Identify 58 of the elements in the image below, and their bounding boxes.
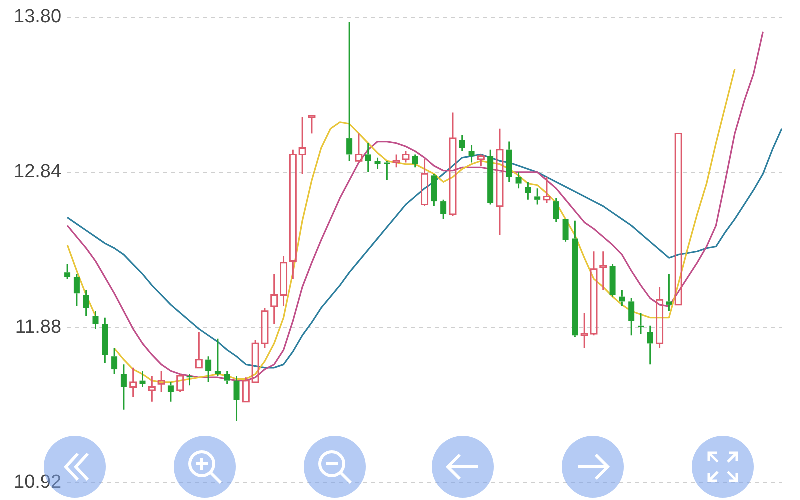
candlestick — [270, 273, 278, 326]
candlestick — [543, 176, 551, 204]
candlestick — [92, 310, 99, 330]
candlestick — [562, 219, 569, 243]
candlestick — [298, 116, 306, 175]
candlestick — [112, 348, 118, 376]
candlestick — [488, 149, 494, 206]
candlestick — [74, 273, 80, 308]
candlestick — [130, 367, 138, 398]
y-tick-label: 13.80 — [14, 6, 62, 28]
candlestick — [619, 290, 626, 308]
candlestick — [224, 370, 230, 385]
candlestick — [168, 382, 174, 403]
candlestick — [186, 374, 193, 386]
candlestick — [195, 332, 203, 369]
candlestick — [148, 375, 156, 403]
candlestick — [666, 273, 672, 312]
candlestick — [534, 188, 541, 206]
candlestick — [496, 128, 504, 236]
candlestick — [289, 149, 297, 280]
candlestick — [553, 198, 560, 224]
candlestick — [468, 144, 475, 164]
candlestick — [638, 312, 644, 335]
candlestick — [214, 338, 221, 377]
candlestick — [412, 154, 418, 168]
candlestick — [421, 158, 429, 208]
candlestick — [647, 325, 654, 366]
candlestick — [656, 286, 664, 350]
candlestick — [459, 134, 466, 152]
candlestick — [392, 154, 400, 168]
candlestick — [64, 264, 71, 280]
candlestick — [628, 298, 635, 336]
candlestick — [572, 220, 578, 338]
candlestick — [506, 141, 512, 183]
candlestick — [102, 317, 108, 364]
candlestick — [83, 290, 90, 317]
candlestick — [365, 142, 372, 174]
y-tick-label: 11.88 — [15, 316, 62, 338]
candlestick — [308, 115, 316, 134]
candlestick — [600, 250, 608, 292]
candlestick — [355, 132, 363, 162]
candlestick — [140, 370, 146, 388]
candlestick — [158, 370, 166, 393]
candlestick — [374, 157, 381, 170]
candlestick — [206, 356, 212, 384]
candlestick — [525, 181, 532, 201]
candlestick — [346, 21, 353, 162]
candlestick — [120, 364, 127, 411]
candlestick — [234, 375, 240, 422]
candlestick — [440, 199, 447, 220]
candlestick — [516, 172, 522, 190]
candlestick — [280, 256, 288, 308]
candlestick — [449, 112, 457, 217]
y-tick-label: 12.84 — [14, 162, 62, 183]
candlestick — [431, 173, 438, 208]
candlestick — [610, 264, 616, 298]
candlestick — [384, 160, 390, 182]
y-tick-label: 10.92 — [14, 472, 62, 493]
